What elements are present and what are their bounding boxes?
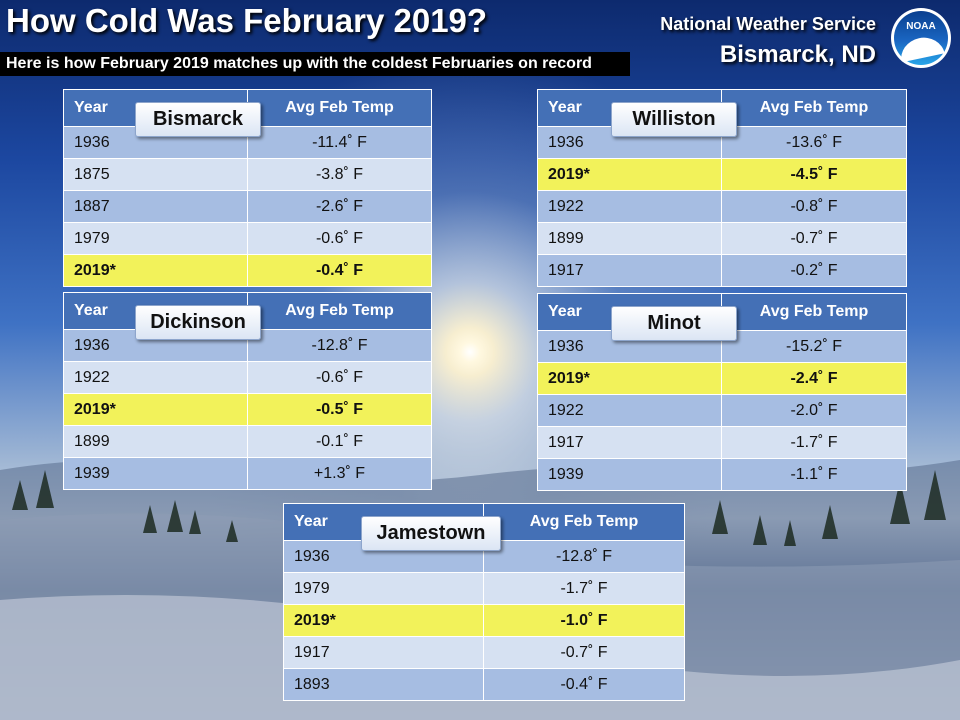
temp-cell: -11.4˚ F — [247, 126, 432, 159]
temp-cell: -0.8˚ F — [721, 190, 907, 223]
year-cell: 1917 — [537, 254, 722, 287]
temp-cell: -1.1˚ F — [721, 458, 907, 491]
year-cell: 1939 — [537, 458, 722, 491]
temp-cell: -12.8˚ F — [483, 540, 685, 573]
year-cell: 1936 — [537, 330, 722, 363]
year-cell: 1917 — [283, 636, 484, 669]
year-cell: 1922 — [537, 394, 722, 427]
temp-cell: +1.3˚ F — [247, 457, 432, 490]
office-name: Bismarck, ND — [719, 41, 876, 68]
station-name-label: Williston — [611, 102, 737, 137]
page-title: How Cold Was February 2019? — [6, 2, 488, 39]
noaa-logo-text: NOAA — [906, 21, 936, 32]
organization-header: National Weather Service Bismarck, ND — [660, 14, 876, 69]
temp-cell-highlight: -1.0˚ F — [483, 604, 685, 637]
temp-header: Avg Feb Temp — [721, 89, 907, 127]
year-cell: 1893 — [283, 668, 484, 701]
station-table-dickinson: Year Avg Feb Temp 1936 -12.8˚ F 1922 -0.6˚ … — [63, 292, 432, 490]
year-cell-highlight: 2019* — [283, 604, 484, 637]
year-cell: 1887 — [63, 190, 248, 223]
station-name-label: Bismarck — [135, 102, 261, 137]
temp-cell: -0.7˚ F — [483, 636, 685, 669]
temp-header: Avg Feb Temp — [247, 89, 432, 127]
temp-cell-highlight: -4.5˚ F — [721, 158, 907, 191]
temp-header: Avg Feb Temp — [247, 292, 432, 330]
agency-name: National Weather Service — [660, 14, 876, 34]
temp-cell: -2.6˚ F — [247, 190, 432, 223]
year-cell-highlight: 2019* — [537, 158, 722, 191]
temp-cell: -0.2˚ F — [721, 254, 907, 287]
page-subtitle: Here is how February 2019 matches up wit… — [0, 52, 630, 76]
temp-cell: -0.4˚ F — [483, 668, 685, 701]
temp-cell: -12.8˚ F — [247, 329, 432, 362]
temp-cell: -3.8˚ F — [247, 158, 432, 191]
station-table-minot: Year Avg Feb Temp 1936 -15.2˚ F 2019* -2.4˚… — [537, 293, 907, 491]
year-cell: 1917 — [537, 426, 722, 459]
temp-cell-highlight: -0.5˚ F — [247, 393, 432, 426]
year-cell: 1939 — [63, 457, 248, 490]
station-name-label: Minot — [611, 306, 737, 341]
temp-cell: -0.6˚ F — [247, 361, 432, 394]
temp-cell: -2.0˚ F — [721, 394, 907, 427]
year-cell-highlight: 2019* — [63, 254, 248, 287]
year-cell: 1875 — [63, 158, 248, 191]
temp-cell: -0.7˚ F — [721, 222, 907, 255]
station-table-williston: Year Avg Feb Temp 1936 -13.6˚ F 2019* -4.5˚… — [537, 89, 907, 287]
station-table-bismarck: Year Avg Feb Temp 1936 -11.4˚ F 1875 -3.8˚ … — [63, 89, 432, 287]
temp-cell-highlight: -2.4˚ F — [721, 362, 907, 395]
temp-cell: -1.7˚ F — [721, 426, 907, 459]
temp-header: Avg Feb Temp — [483, 503, 685, 541]
temp-cell-highlight: -0.4˚ F — [247, 254, 432, 287]
station-table-jamestown: Year Avg Feb Temp 1936 -12.8˚ F 1979 -1.7˚ … — [283, 503, 685, 701]
year-cell-highlight: 2019* — [63, 393, 248, 426]
year-cell: 1979 — [63, 222, 248, 255]
year-cell-highlight: 2019* — [537, 362, 722, 395]
year-cell: 1979 — [283, 572, 484, 605]
temp-cell: -13.6˚ F — [721, 126, 907, 159]
station-name-label: Jamestown — [361, 516, 501, 551]
year-cell: 1922 — [537, 190, 722, 223]
temp-cell: -0.1˚ F — [247, 425, 432, 458]
noaa-logo: NOAA — [891, 8, 951, 68]
temp-cell: -1.7˚ F — [483, 572, 685, 605]
temp-cell: -0.6˚ F — [247, 222, 432, 255]
temp-cell: -15.2˚ F — [721, 330, 907, 363]
year-cell: 1922 — [63, 361, 248, 394]
temp-header: Avg Feb Temp — [721, 293, 907, 331]
station-name-label: Dickinson — [135, 305, 261, 340]
year-cell: 1899 — [537, 222, 722, 255]
year-cell: 1899 — [63, 425, 248, 458]
